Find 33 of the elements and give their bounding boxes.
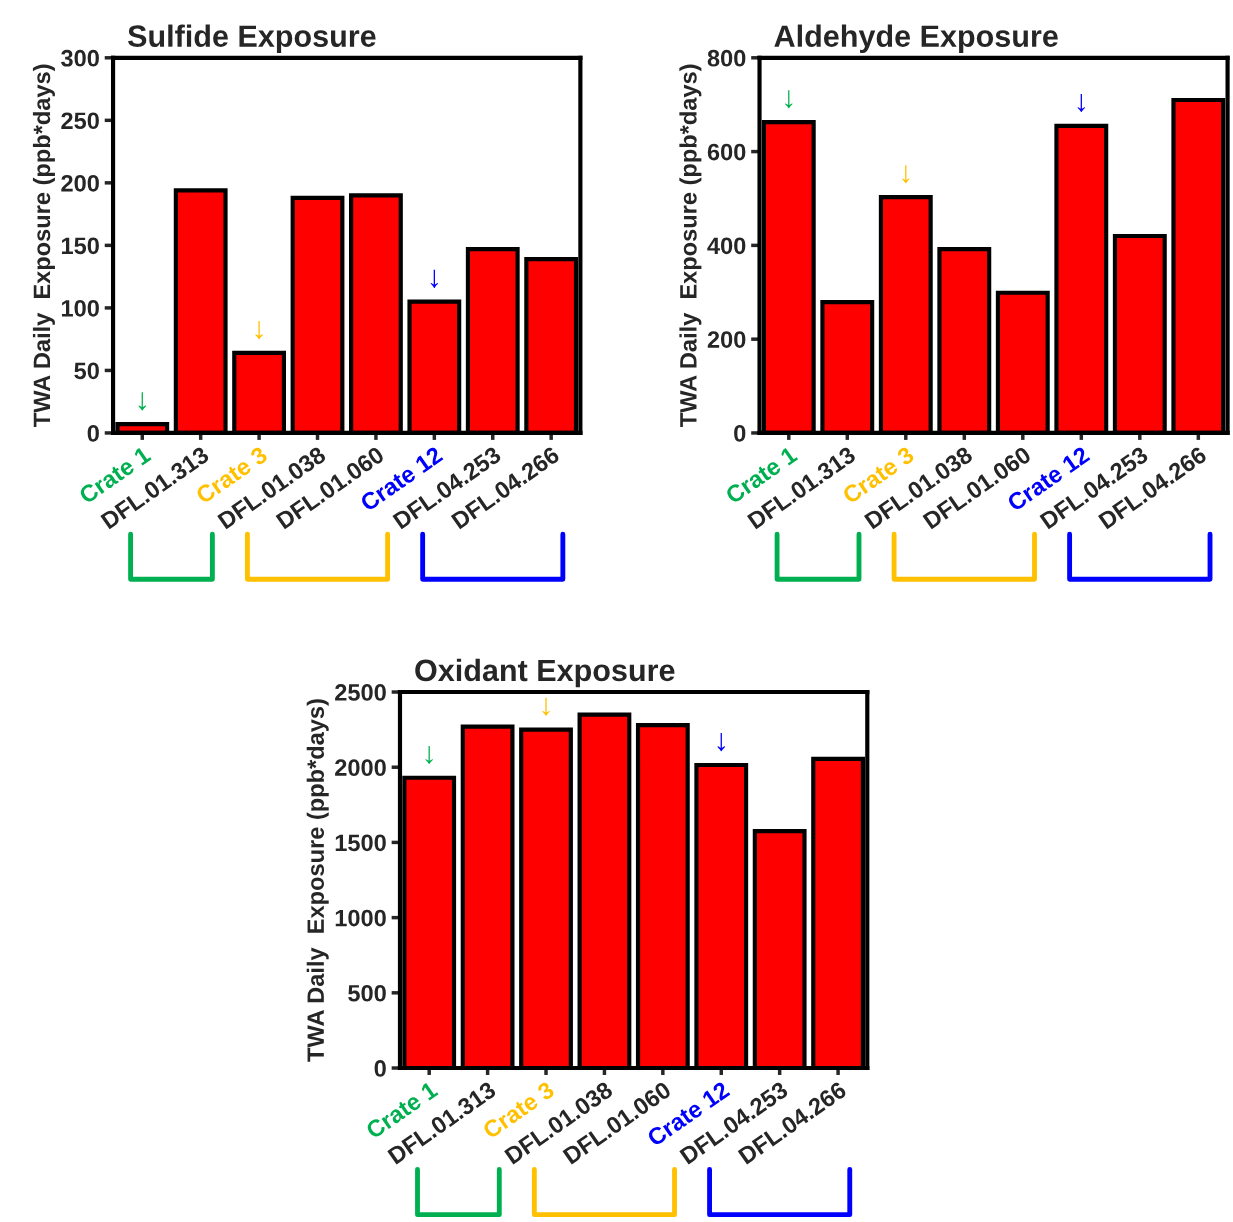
annotation: ↓ bbox=[138, 392, 146, 411]
annotation: ↓ bbox=[430, 269, 438, 288]
y-tick-label: 50 bbox=[74, 362, 99, 380]
y-tick-label: 300 bbox=[61, 49, 99, 67]
y-tick-label: 200 bbox=[707, 331, 746, 348]
y-axis-title: TWA Daily Exposure (ppb*days) bbox=[32, 64, 55, 428]
annotation: ↓ bbox=[255, 321, 263, 340]
y-tick-label: 2500 bbox=[335, 684, 386, 701]
y-tick-label: 100 bbox=[61, 299, 99, 317]
y-tick-label: 400 bbox=[707, 237, 746, 255]
y-tick-label: 1500 bbox=[335, 834, 386, 852]
chart-title: Aldehyde Exposure bbox=[774, 24, 1058, 54]
y-tick-label: 800 bbox=[707, 49, 746, 67]
y-tick-label: 150 bbox=[61, 237, 99, 255]
annotation: ↓ bbox=[902, 165, 910, 184]
annotation: ↓ bbox=[785, 90, 793, 109]
y-tick-label: 0 bbox=[374, 1060, 386, 1077]
y-tick-label: 0 bbox=[87, 425, 99, 442]
y-tick-label: 500 bbox=[348, 984, 386, 1002]
y-axis-title: TWA Daily Exposure (ppb*days) bbox=[679, 64, 702, 428]
y-axis-title: TWA Daily Exposure (ppb*days) bbox=[306, 699, 329, 1062]
annotation: ↓ bbox=[717, 733, 725, 752]
y-tick-label: 2000 bbox=[335, 759, 386, 777]
y-tick-label: 1000 bbox=[335, 909, 386, 927]
y-tick-label: 200 bbox=[61, 174, 99, 192]
y-tick-label: 250 bbox=[61, 112, 99, 130]
y-tick-label: 0 bbox=[734, 425, 746, 442]
y-tick-label: 600 bbox=[707, 143, 746, 161]
chart-title: Oxidant Exposure bbox=[415, 658, 675, 688]
annotation: ↓ bbox=[425, 745, 433, 764]
annotation: ↓ bbox=[542, 697, 550, 716]
annotation: ↓ bbox=[1077, 93, 1085, 113]
chart-title: Sulfide Exposure bbox=[127, 24, 376, 54]
